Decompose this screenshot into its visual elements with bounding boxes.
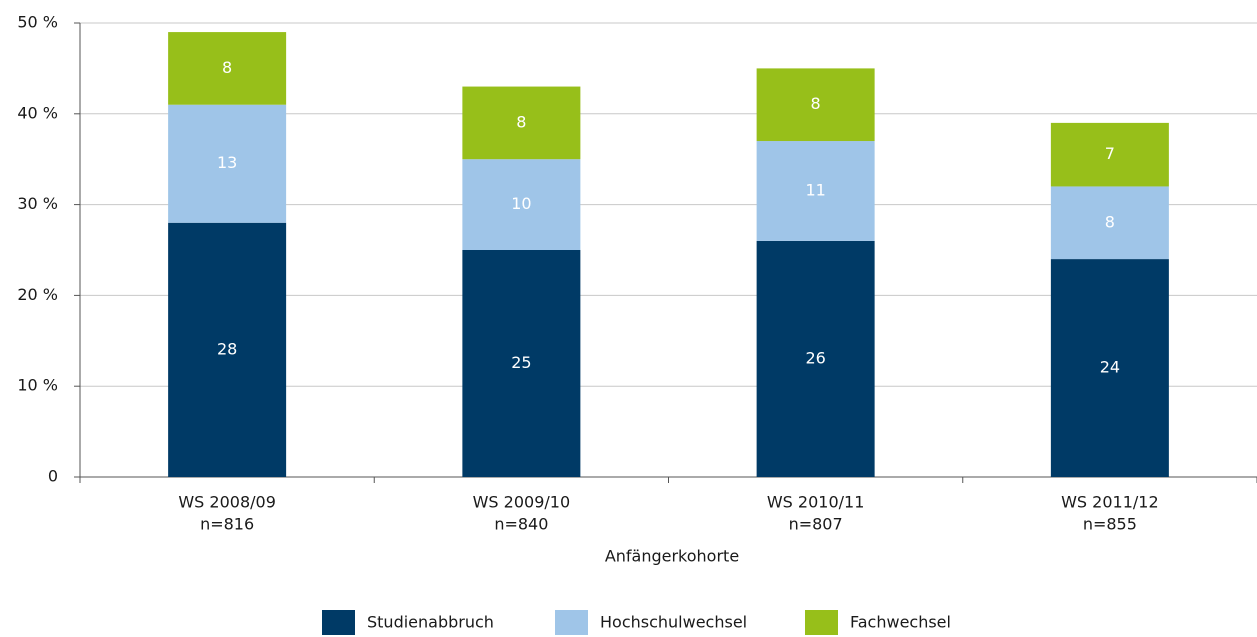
bar-segment [756,240,875,477]
bar-segment [756,68,875,142]
x-tick-label: WS 2010/11 [767,493,865,512]
bar-segment [1050,186,1169,260]
y-tick-label: 20 % [17,285,58,304]
data-label: 25 [511,353,531,372]
bar-segment [756,141,875,241]
bar-segment [1050,259,1169,477]
legend-swatch [322,610,355,635]
bar-segment [168,222,287,477]
x-tick-label: WS 2009/10 [473,493,571,512]
legend-swatch [555,610,588,635]
bar-segment [1050,122,1169,187]
data-label: 11 [805,180,825,199]
data-label: 8 [516,112,526,131]
bar-segment [168,104,287,223]
x-axis-label: Anfängerkohorte [605,547,739,566]
bar-segment [168,32,287,105]
x-tick-label: n=816 [200,515,254,534]
x-tick-label: WS 2008/09 [178,493,276,512]
bar-segment [462,250,581,477]
data-label: 28 [217,339,237,358]
data-label: 8 [811,94,821,113]
x-tick-label: n=855 [1083,515,1137,534]
y-tick-label: 40 % [17,103,58,122]
data-label: 10 [511,194,531,213]
legend-label: Studienabbruch [367,613,494,632]
data-label: 8 [1105,212,1115,231]
y-tick-label: 0 [48,467,58,486]
data-label: 13 [217,153,237,172]
data-label: 8 [222,58,232,77]
x-tick-label: WS 2011/12 [1061,493,1159,512]
data-label: 24 [1100,358,1120,377]
data-label: 26 [805,348,825,367]
legend-label: Fachwechsel [850,613,951,632]
bar-segment [462,159,581,250]
x-tick-label: n=807 [789,515,843,534]
legend-swatch [805,610,838,635]
y-tick-label: 10 % [17,376,58,395]
y-tick-label: 30 % [17,194,58,213]
bar-segment [462,86,581,160]
y-tick-label: 50 % [17,13,58,32]
legend-label: Hochschulwechsel [600,613,747,632]
x-tick-label: n=840 [494,515,548,534]
data-label: 7 [1105,144,1115,163]
